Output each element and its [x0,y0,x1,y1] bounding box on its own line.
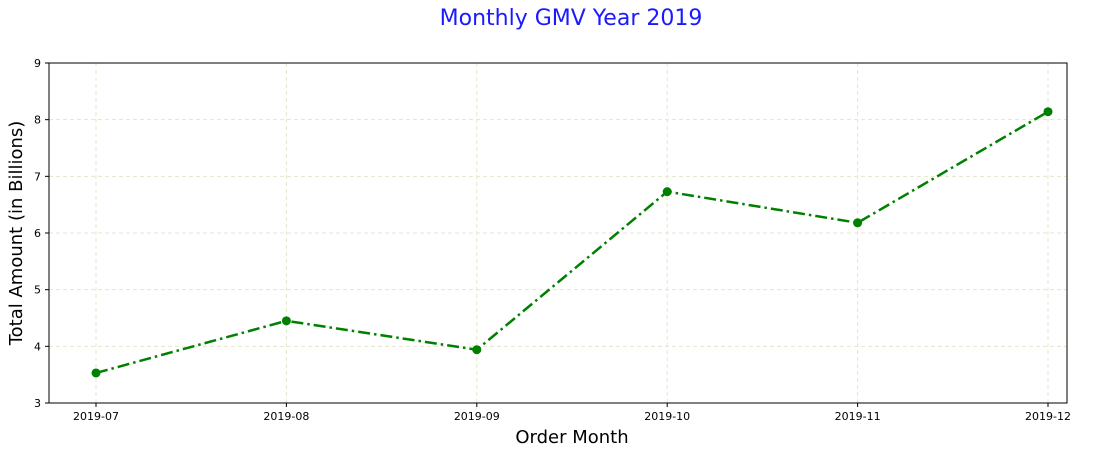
y-tick-label: 8 [34,114,41,127]
data-point-marker [662,187,672,197]
grid-lines [49,62,1067,404]
x-axis-label: Order Month [515,427,628,448]
y-tick-label: 3 [34,397,41,410]
y-tick-label: 4 [34,340,41,353]
x-tick-label: 2019-09 [454,410,500,423]
series-line [95,110,1049,375]
x-axis-ticks: 2019-07 2019-08 2019-09 2019-10 2019-11 2019-… [73,403,1071,423]
x-tick-label: 2019-08 [263,410,309,423]
y-axis-ticks: 3 4 5 6 7 8 9 [34,57,49,410]
y-tick-label: 6 [34,227,41,240]
y-axis-label: Total Amount (in Billions) [6,121,27,347]
x-tick-label: 2019-10 [644,410,690,423]
y-tick-label: 9 [34,57,41,70]
data-point-marker [472,345,482,355]
y-tick-label: 7 [34,170,41,183]
data-point-marker [281,316,291,326]
y-tick-label: 5 [34,284,41,297]
x-tick-label: 2019-11 [835,410,881,423]
data-series [91,107,1053,378]
data-point-marker [853,218,863,228]
x-tick-label: 2019-12 [1025,410,1071,423]
data-point-marker [91,368,101,378]
data-point-marker [1043,107,1053,117]
plot-area-frame [48,62,1068,404]
x-tick-label: 2019-07 [73,410,119,423]
chart-title: Monthly GMV Year 2019 [440,6,703,31]
